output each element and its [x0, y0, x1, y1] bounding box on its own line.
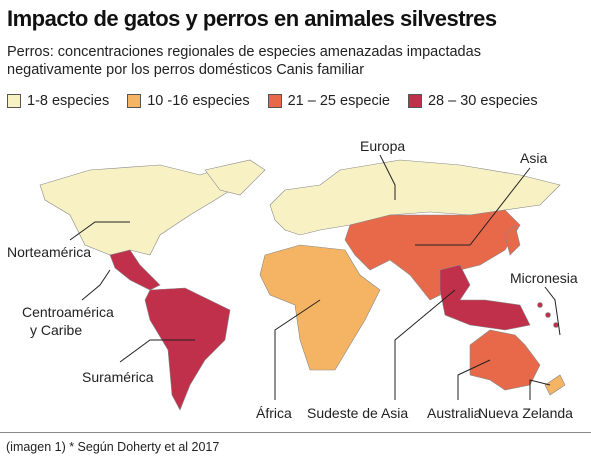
leader-line: [394, 289, 456, 400]
region-label: Europa: [360, 138, 405, 154]
leader-line: [81, 269, 111, 301]
label-line: y Caribe: [30, 322, 82, 338]
leader-line: [69, 221, 130, 241]
label-line: Centroamérica: [22, 304, 114, 320]
leader-line: [379, 154, 396, 200]
region-label: Suramérica: [82, 369, 154, 385]
island: [553, 322, 559, 328]
leader-line: [457, 359, 491, 400]
divider: [0, 432, 591, 433]
island: [537, 302, 543, 308]
land: [144, 287, 231, 411]
legend: 1-8 especies 10 -16 especies 21 – 25 esp…: [7, 93, 538, 109]
region-label: África: [256, 405, 292, 421]
region-label: Sudeste de Asia: [307, 405, 408, 421]
region-label: Micronesia: [510, 270, 578, 286]
map: Norteamérica Europa Asia Centroamérica y …: [7, 138, 578, 421]
legend-item: 28 – 30 especies: [407, 93, 538, 109]
land: [109, 249, 161, 291]
land: [504, 224, 521, 256]
swatch: [127, 94, 142, 108]
legend-item: 1-8 especies: [7, 93, 109, 109]
land: [204, 159, 266, 196]
swatch: [7, 94, 21, 108]
legend-item: 10 -16 especies: [127, 93, 250, 109]
legend-label: 1-8 especies: [27, 93, 110, 109]
region-label: Australia: [427, 405, 482, 421]
swatch: [267, 94, 282, 108]
land: [439, 264, 531, 331]
land: [469, 329, 541, 391]
land: [544, 374, 566, 396]
swatch: [407, 94, 422, 108]
subtitle: negativamente por los perros domésticos …: [7, 62, 365, 78]
title: Impacto de gatos y perros en animales si…: [7, 6, 497, 31]
legend-label: 28 – 30 especies: [427, 93, 538, 109]
region-label: Nueva Zelanda: [478, 405, 573, 421]
leader-line: [274, 299, 321, 400]
footer: (imagen 1) * Según Doherty et al 2017: [6, 440, 220, 454]
legend-item: 21 – 25 especie: [267, 93, 390, 109]
leader-line: [529, 379, 551, 400]
region-label: Norteamérica: [7, 244, 91, 260]
subtitle: Perros: concentraciones regionales de es…: [7, 44, 481, 60]
leader-line: [119, 339, 195, 363]
land: [39, 164, 256, 256]
land: [259, 244, 381, 371]
region-label: Asia: [520, 150, 547, 166]
legend-label: 21 – 25 especie: [287, 93, 390, 109]
legend-label: 10 -16 especies: [147, 93, 250, 109]
island: [545, 312, 551, 318]
region-label: Centroamérica y Caribe: [22, 304, 114, 338]
leader-line: [544, 286, 561, 336]
leader-line: [415, 167, 531, 246]
